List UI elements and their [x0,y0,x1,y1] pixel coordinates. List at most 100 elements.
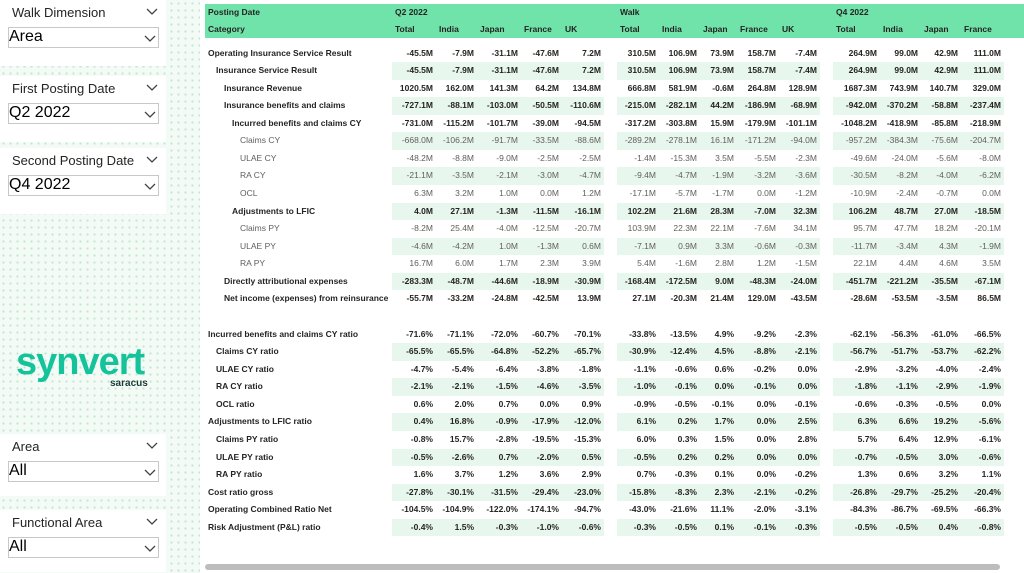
row-band [617,237,820,256]
cell-value: -66.3% [974,504,1001,515]
cell-value: 86.5M [977,293,1001,304]
cell-value: 6.1% [636,416,656,427]
cell-value: 2.8M [715,258,734,269]
cell-value: -0.1% [753,521,776,532]
cell-value: -0.1% [711,398,734,409]
cell-value: -384.3M [886,135,918,146]
dropdown[interactable]: All [8,461,159,482]
cell-value: -1.8% [578,363,601,374]
chevron [146,156,158,163]
column-header: Japan [480,24,505,34]
slicer: First Posting Date Q2 2022 [0,76,166,142]
cell-value: -1.5% [495,381,518,392]
row-band [392,378,604,396]
cell-value: -1.1% [895,381,918,392]
cell-value: -17.9% [532,416,559,427]
row-label: Risk Adjustment (P&L) ratio [208,521,321,532]
cell-value: -0.5% [674,521,697,532]
cell-value: -75.6M [931,135,958,146]
row-label: Net income (expenses) from reinsurance [224,293,389,304]
cell-value: -1.9% [978,381,1001,392]
dropdown[interactable]: All [8,537,159,558]
cell-value: 18.2M [934,223,958,234]
cell-value: -30.9% [629,346,656,357]
cell-value: 1.5% [454,521,474,532]
cell-value: -65.5% [406,346,433,357]
cell-value: -110.6M [570,100,601,111]
row-label: Claims CY ratio [216,346,279,357]
cell-value: -12.0% [574,416,601,427]
cell-value: -23.0% [574,486,601,497]
matrix-visual: Posting Date Category Q2 2022 Total India Jap… [200,0,1024,573]
cell-value: 3.2M [455,188,474,199]
cell-value: 103.9M [627,223,656,234]
cell-value: -104.9% [442,504,474,515]
cell-value: 27.0M [934,205,958,216]
cell-value: 22.3M [673,223,697,234]
cell-value: 3.9M [582,258,601,269]
cell-value: -0.7M [936,188,958,199]
cell-value: 1.1% [981,469,1001,480]
cell-value: 0.6% [898,469,918,480]
cell-value: -218.9M [969,117,1001,128]
column-group-header: Q2 2022 [395,7,428,17]
cell-value: 1.0M [499,188,518,199]
cell-value: 0.0% [756,434,776,445]
cell-value: 129.0M [747,293,776,304]
cell-value: -29.4% [532,486,559,497]
cell-value: 21.6M [673,205,697,216]
cell-value: 16.1M [710,135,734,146]
dropdown[interactable]: Area [8,27,159,48]
cell-value: -0.3% [633,521,656,532]
row-band [833,237,1004,256]
scrollbar[interactable] [205,564,1000,570]
cell-value: 0.1% [714,521,734,532]
cell-value: 0.0% [756,398,776,409]
cell-value: 329.0M [972,82,1001,93]
row-band [617,483,820,502]
cell-value: 0.0% [797,363,817,374]
row-band [833,483,1004,502]
slicer: Second Posting Date Q4 2022 [0,148,166,214]
cell-value: 6.3% [857,416,877,427]
cell-value: -221.2M [886,275,918,286]
cell-value: 310.5M [627,65,656,76]
cell-value: -70.1% [574,328,601,339]
cell-value: -58.8M [931,100,958,111]
row-band [617,518,820,537]
cell-value: -215.0M [624,100,656,111]
cell-value: -2.0% [536,451,559,462]
cell-value: 3.2% [938,469,958,480]
column-header: France [964,24,992,34]
cell-value: -20.4% [974,486,1001,497]
cell-value: 11.1% [710,504,734,515]
cell-value: 0.5% [581,451,601,462]
cell-value: -4.7M [675,170,697,181]
dropdown[interactable]: Q4 2022 [8,175,159,196]
cell-value: -50.5M [532,100,559,111]
cell-value: -88.1M [447,100,474,111]
cell-value: -21.1M [406,170,433,181]
cell-value: -11.5M [533,205,559,216]
slicer: Area All [0,434,166,496]
slicer-title: Walk Dimension [12,5,106,20]
cell-value: 264.8M [747,82,776,93]
cell-value: -91.7M [491,135,518,146]
logo: synvert saracus [16,342,148,389]
cell-value: 5.7% [857,434,877,445]
row-band [833,202,1004,221]
row-band [833,97,1004,115]
cell-value: 0.9% [581,398,601,409]
dropdown[interactable]: Q2 2022 [8,103,159,124]
cell-value: -237.4M [969,100,1001,111]
cell-value: 162.0M [445,82,474,93]
cell-value: -71.1% [447,328,474,339]
cell-value: -3.2% [895,363,918,374]
cell-value: -64.8% [491,346,518,357]
row-label: Adjustments to LFIC ratio [208,416,312,427]
row-band [392,518,604,537]
cell-value: -1.0% [633,381,656,392]
chevron [146,518,158,525]
cell-value: -103.0M [486,100,518,111]
cell-value: 2.3M [540,258,559,269]
